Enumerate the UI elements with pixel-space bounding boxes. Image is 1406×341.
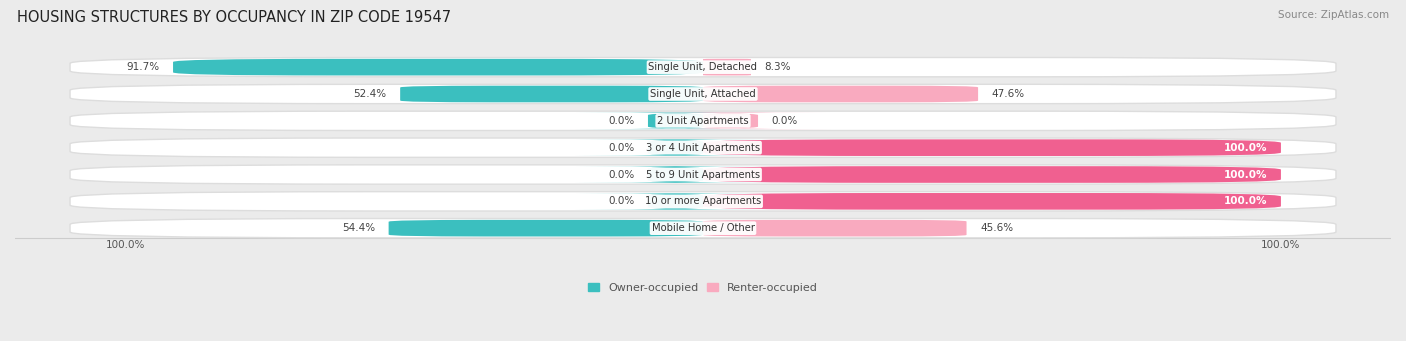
FancyBboxPatch shape (575, 166, 776, 183)
Text: HOUSING STRUCTURES BY OCCUPANCY IN ZIP CODE 19547: HOUSING STRUCTURES BY OCCUPANCY IN ZIP C… (17, 10, 451, 25)
Text: 91.7%: 91.7% (127, 62, 159, 72)
Text: 54.4%: 54.4% (342, 223, 375, 233)
Text: 45.6%: 45.6% (980, 223, 1014, 233)
FancyBboxPatch shape (703, 59, 751, 75)
Text: 0.0%: 0.0% (607, 143, 634, 153)
FancyBboxPatch shape (70, 192, 1336, 211)
Text: 100.0%: 100.0% (105, 240, 145, 250)
Text: 5 to 9 Unit Apartments: 5 to 9 Unit Apartments (645, 169, 761, 179)
Text: 8.3%: 8.3% (765, 62, 792, 72)
Text: 52.4%: 52.4% (353, 89, 387, 99)
Text: 0.0%: 0.0% (772, 116, 799, 126)
Text: 100.0%: 100.0% (1223, 143, 1267, 153)
FancyBboxPatch shape (70, 84, 1336, 104)
Text: Mobile Home / Other: Mobile Home / Other (651, 223, 755, 233)
FancyBboxPatch shape (703, 220, 966, 237)
FancyBboxPatch shape (703, 193, 1281, 210)
Text: 100.0%: 100.0% (1261, 240, 1301, 250)
Text: 3 or 4 Unit Apartments: 3 or 4 Unit Apartments (645, 143, 761, 153)
Text: Single Unit, Attached: Single Unit, Attached (650, 89, 756, 99)
FancyBboxPatch shape (703, 86, 979, 102)
Text: Single Unit, Detached: Single Unit, Detached (648, 62, 758, 72)
FancyBboxPatch shape (388, 220, 703, 237)
FancyBboxPatch shape (575, 139, 776, 156)
Text: 0.0%: 0.0% (607, 116, 634, 126)
FancyBboxPatch shape (575, 113, 776, 129)
Text: 100.0%: 100.0% (1223, 169, 1267, 179)
FancyBboxPatch shape (703, 166, 1281, 183)
FancyBboxPatch shape (70, 58, 1336, 77)
Text: Source: ZipAtlas.com: Source: ZipAtlas.com (1278, 10, 1389, 20)
FancyBboxPatch shape (70, 138, 1336, 157)
FancyBboxPatch shape (575, 193, 776, 210)
Text: 47.6%: 47.6% (991, 89, 1025, 99)
FancyBboxPatch shape (70, 219, 1336, 238)
FancyBboxPatch shape (70, 165, 1336, 184)
FancyBboxPatch shape (401, 86, 703, 102)
Text: 10 or more Apartments: 10 or more Apartments (645, 196, 761, 206)
FancyBboxPatch shape (630, 113, 831, 129)
FancyBboxPatch shape (703, 139, 1281, 156)
FancyBboxPatch shape (173, 59, 703, 75)
Text: 0.0%: 0.0% (607, 169, 634, 179)
FancyBboxPatch shape (70, 111, 1336, 131)
Text: 100.0%: 100.0% (1223, 196, 1267, 206)
Legend: Owner-occupied, Renter-occupied: Owner-occupied, Renter-occupied (583, 278, 823, 297)
Text: 0.0%: 0.0% (607, 196, 634, 206)
Text: 2 Unit Apartments: 2 Unit Apartments (657, 116, 749, 126)
